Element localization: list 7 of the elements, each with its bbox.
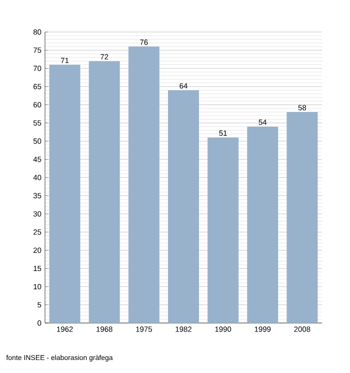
bar: [286, 112, 318, 323]
bar: [88, 61, 120, 323]
bar: [49, 64, 80, 323]
bar: [168, 90, 199, 323]
bar: [128, 46, 160, 323]
bar: [247, 126, 278, 323]
bar: [208, 137, 239, 323]
